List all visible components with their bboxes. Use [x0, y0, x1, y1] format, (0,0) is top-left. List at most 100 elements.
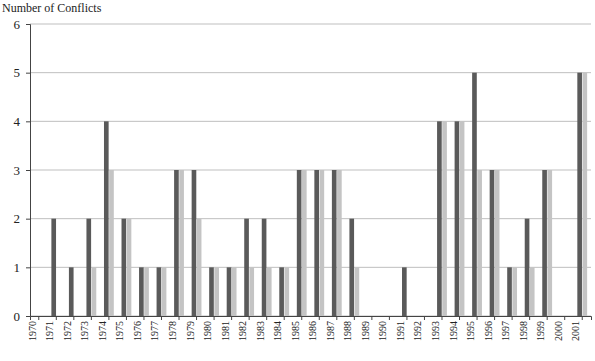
y-tick-mark — [26, 24, 30, 25]
bar — [174, 170, 179, 316]
x-tick-mark — [424, 316, 425, 320]
x-tick: 1985 — [290, 316, 302, 341]
bar — [267, 267, 272, 316]
chart: 0123456197019711972197319741975197619771… — [0, 0, 595, 361]
bar — [144, 267, 149, 316]
x-tick: 1982 — [237, 316, 249, 341]
bar — [314, 170, 319, 316]
y-tick: 1 — [14, 260, 31, 275]
bar — [507, 267, 512, 316]
bar — [512, 267, 517, 316]
y-tick-mark — [26, 73, 30, 74]
x-tick-mark — [126, 316, 127, 320]
x-tick-mark — [354, 316, 355, 320]
x-tick-mark — [459, 316, 460, 320]
x-tick: 1977 — [149, 316, 161, 341]
bar — [460, 121, 465, 316]
x-tick-mark — [73, 316, 74, 320]
bar — [547, 170, 552, 316]
bar — [455, 121, 460, 316]
bar — [565, 316, 570, 317]
x-tick-label: 1989 — [360, 321, 371, 341]
bar — [437, 121, 442, 316]
x-tick-label: 1995 — [465, 321, 476, 341]
grid-line — [30, 72, 591, 73]
x-tick-mark — [179, 316, 180, 320]
y-tick: 4 — [14, 114, 31, 129]
x-tick-mark — [143, 316, 144, 320]
y-tick-label: 0 — [14, 309, 21, 324]
bar — [355, 267, 360, 316]
x-tick: 1993 — [430, 316, 442, 341]
bar — [209, 267, 214, 316]
x-tick-label: 1973 — [79, 321, 90, 341]
x-tick: 1994 — [448, 316, 460, 341]
grid-line — [30, 24, 591, 25]
x-tick-label: 1990 — [377, 321, 388, 341]
x-tick-label: 1991 — [395, 321, 406, 341]
x-tick: 1997 — [500, 316, 512, 341]
bar — [51, 219, 56, 316]
x-tick-label: 1977 — [149, 321, 160, 341]
x-tick-mark — [477, 316, 478, 320]
bar — [372, 316, 377, 317]
y-axis: 0123456 — [14, 17, 31, 324]
x-tick-mark — [494, 316, 495, 320]
grid — [30, 24, 591, 316]
x-tick-label: 1982 — [237, 321, 248, 341]
grid-line — [30, 121, 591, 122]
bar — [490, 170, 495, 316]
bar — [197, 219, 202, 316]
bar — [104, 121, 109, 316]
bar — [320, 170, 325, 316]
x-tick-label: 1986 — [307, 321, 318, 341]
x-tick-mark — [406, 316, 407, 320]
x-tick-label: 1988 — [342, 321, 353, 341]
x-tick-label: 1976 — [132, 321, 143, 341]
bar — [57, 316, 62, 317]
grid-line — [30, 267, 591, 268]
y-tick-label: 2 — [14, 211, 21, 226]
series — [51, 73, 582, 316]
bar — [262, 219, 267, 316]
x-tick-label: 1997 — [500, 321, 511, 341]
bar — [192, 170, 197, 316]
x-tick-label: 1999 — [535, 321, 546, 341]
x-tick: 1990 — [377, 316, 389, 341]
x-tick: 1999 — [535, 316, 547, 341]
bar — [367, 316, 372, 317]
bar — [302, 170, 307, 316]
x-tick-label: 1985 — [290, 321, 301, 341]
y-tick-mark — [26, 121, 30, 122]
x-tick: 1976 — [132, 316, 144, 341]
bar — [420, 316, 425, 317]
x-tick-mark — [389, 316, 390, 320]
x-tick-label: 1978 — [167, 321, 178, 341]
x-tick-mark — [371, 316, 372, 320]
x-tick-label: 1979 — [185, 321, 196, 341]
x-tick-mark — [231, 316, 232, 320]
x-tick-mark — [91, 316, 92, 320]
x-tick: 1971 — [44, 316, 56, 341]
x-tick-mark — [284, 316, 285, 320]
y-tick-mark — [26, 267, 30, 268]
x-tick-mark — [56, 316, 57, 320]
bar — [332, 170, 337, 316]
x-tick: 1978 — [167, 316, 179, 341]
x-tick-mark — [249, 316, 250, 320]
x-tick-mark — [196, 316, 197, 320]
bar — [407, 316, 412, 317]
y-tick-label: 4 — [14, 114, 21, 129]
x-tick-label: 1996 — [483, 321, 494, 341]
bar — [74, 316, 79, 317]
bar — [162, 267, 167, 316]
y-tick-label: 1 — [14, 260, 21, 275]
x-tick: 1989 — [360, 316, 372, 341]
y-tick-label: 5 — [14, 65, 21, 80]
x-tick-label: 1992 — [412, 321, 423, 341]
grid-line — [30, 170, 591, 171]
x-tick-mark — [319, 316, 320, 320]
x-tick-mark — [582, 316, 583, 320]
grid-line — [30, 218, 591, 219]
x-tick-mark — [214, 316, 215, 320]
